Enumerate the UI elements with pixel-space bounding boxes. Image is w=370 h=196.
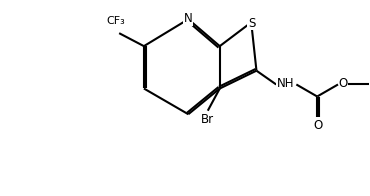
Text: Br: Br <box>201 113 214 126</box>
Text: S: S <box>248 17 255 30</box>
Text: N: N <box>184 12 193 25</box>
Text: NH: NH <box>277 77 295 90</box>
Text: O: O <box>339 77 348 90</box>
Text: O: O <box>314 119 323 132</box>
Text: CF₃: CF₃ <box>106 16 125 26</box>
